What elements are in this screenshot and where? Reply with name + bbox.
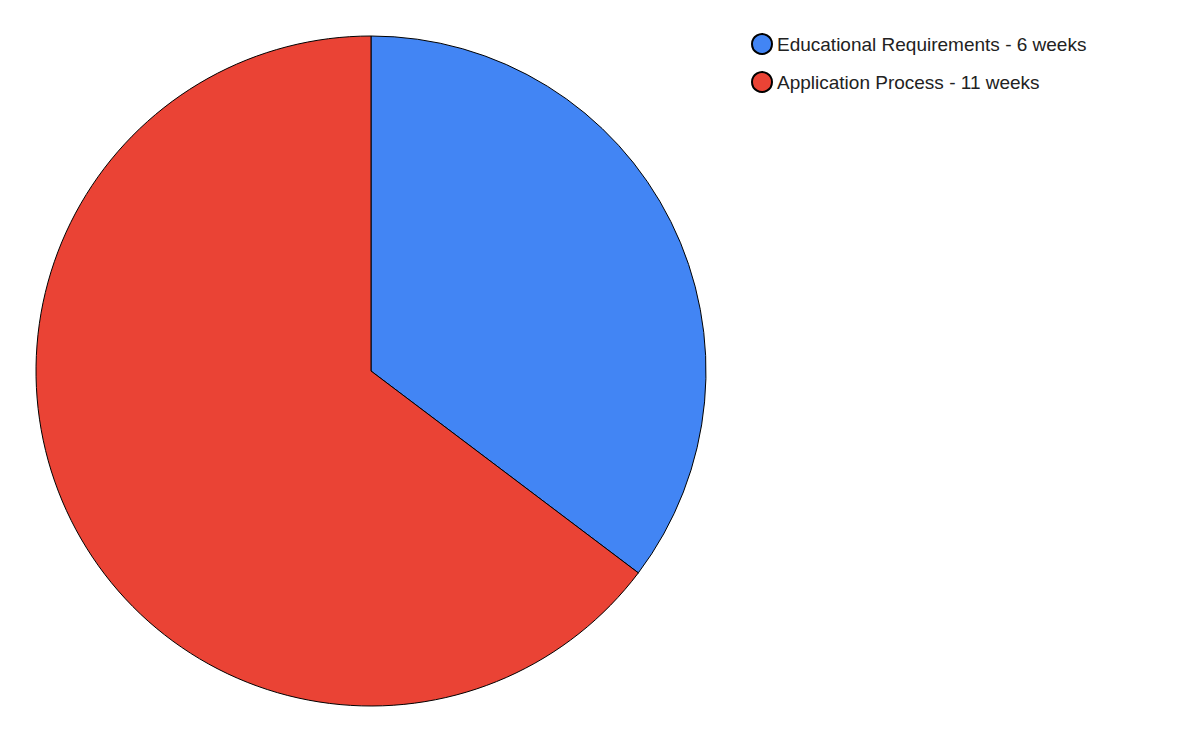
svg-text:Educational Requirements - 6 w: Educational Requirements - 6 weeks	[777, 34, 1086, 55]
svg-text:Application Process - 11 weeks: Application Process - 11 weeks	[777, 72, 1040, 93]
